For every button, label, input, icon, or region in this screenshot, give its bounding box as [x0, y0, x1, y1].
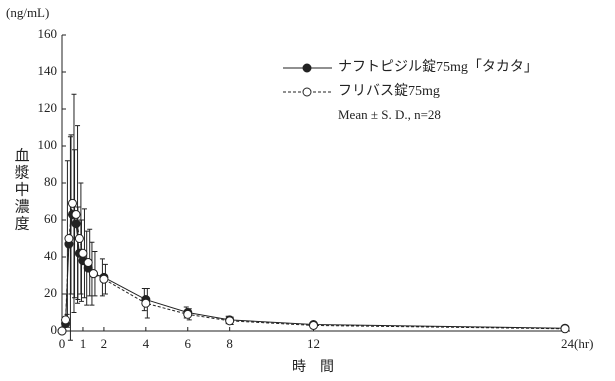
x-tick-label: 24(hr) — [561, 336, 594, 351]
data-point — [560, 324, 570, 334]
y-axis-label: 血漿中濃度 — [13, 148, 30, 233]
data-point — [61, 315, 71, 325]
x-tick-label: 12 — [307, 336, 320, 351]
data-point — [64, 234, 74, 243]
data-point — [309, 320, 318, 330]
legend-marker — [302, 63, 312, 73]
data-point — [71, 219, 81, 229]
legend-label: ナフトピジル錠75mg「タカタ」 — [338, 59, 538, 75]
y-tick-label: 140 — [38, 63, 58, 78]
data-point — [183, 309, 193, 319]
y-unit: (ng/mL) — [6, 5, 49, 20]
legend-label: フリバス錠75mg — [338, 83, 440, 99]
series-line — [61, 214, 566, 332]
data-point — [57, 326, 67, 336]
x-tick-label: 2 — [101, 336, 108, 351]
data-point — [83, 258, 93, 268]
x-tick-label: 1 — [80, 336, 87, 351]
x-axis-label: 時 間 — [292, 359, 334, 375]
data-point — [99, 274, 109, 284]
y-tick-label: 80 — [44, 174, 57, 189]
legend-marker — [302, 87, 312, 97]
data-point — [67, 198, 77, 208]
data-point — [74, 234, 84, 243]
x-tick-label: 8 — [226, 336, 233, 351]
x-tick-label: 4 — [143, 336, 150, 351]
y-tick-label: 120 — [38, 100, 58, 115]
y-tick-label: 40 — [44, 248, 57, 263]
data-point — [71, 209, 81, 219]
x-tick-label: 0 — [59, 336, 66, 351]
annotation: Mean ± S. D., n=28 — [338, 107, 441, 122]
data-point — [141, 298, 151, 308]
x-tick-label: 6 — [185, 336, 192, 351]
y-tick-label: 60 — [44, 211, 57, 226]
data-point — [78, 248, 88, 258]
y-tick-label: 100 — [38, 137, 58, 152]
y-tick-label: 0 — [51, 322, 58, 337]
data-point — [225, 316, 235, 326]
data-point — [88, 269, 98, 279]
y-tick-label: 20 — [44, 285, 57, 300]
series-line — [61, 203, 566, 332]
y-tick-label: 160 — [38, 26, 58, 41]
